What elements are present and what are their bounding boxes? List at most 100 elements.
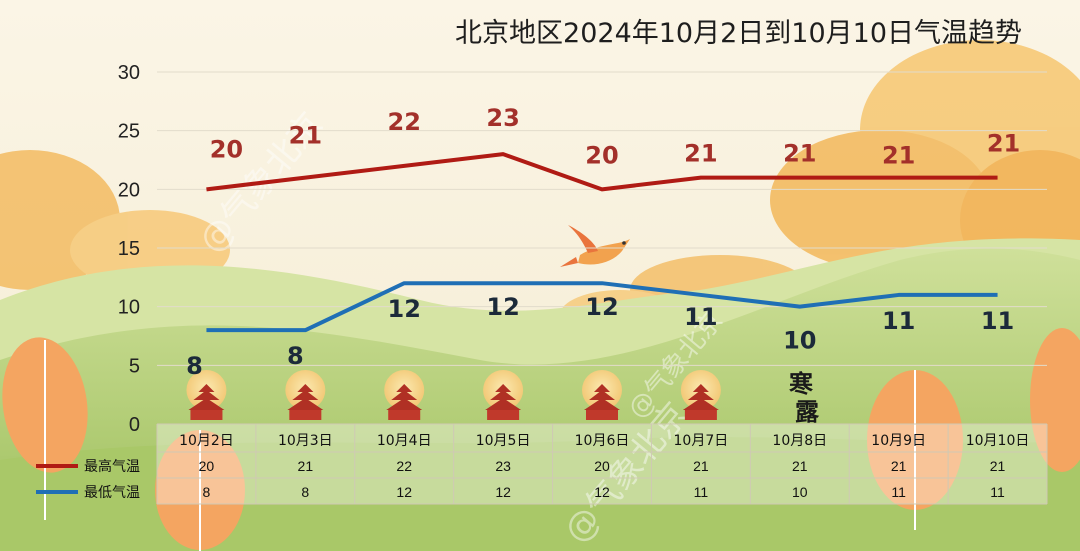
low-temp-label: 11 <box>882 307 915 335</box>
high-temp-label: 21 <box>684 140 717 168</box>
temple-roof-2 <box>193 390 220 400</box>
category-label: 10月8日 <box>772 433 827 449</box>
legend-label-high: 最高气温 <box>84 458 140 475</box>
high-temp-cell: 21 <box>990 458 1006 474</box>
low-temp-label: 12 <box>388 295 421 323</box>
category-label: 10月6日 <box>575 433 630 449</box>
low-temp-cell: 8 <box>203 484 211 500</box>
y-tick-label: 5 <box>129 355 140 377</box>
temple-roof-3 <box>692 384 709 392</box>
solar-term-char-1: 寒 <box>789 369 813 398</box>
high-temp-cell: 23 <box>495 458 511 474</box>
temple-roof-2 <box>589 390 615 400</box>
temple-roof-3 <box>495 384 512 392</box>
chart-title: 北京地区2024年10月2日到10月10日气温趋势 <box>455 18 1022 49</box>
low-temp-label: 11 <box>981 307 1014 335</box>
category-label: 10月5日 <box>476 433 531 449</box>
temple-roof-1 <box>682 398 719 410</box>
tree-cluster-right <box>770 40 1080 290</box>
high-temp-cell: 21 <box>891 458 907 474</box>
temple-roof-3 <box>396 384 413 392</box>
temple-roof-3 <box>297 384 314 392</box>
high-temp-cell: 20 <box>199 458 215 474</box>
high-temp-cell: 22 <box>396 458 412 474</box>
low-temp-cell: 8 <box>301 484 309 500</box>
temple-roof-1 <box>287 398 324 410</box>
temple-roof-3 <box>198 384 215 392</box>
high-temp-label: 23 <box>486 104 519 132</box>
temple-base <box>289 410 322 420</box>
high-temp-label: 21 <box>783 140 816 168</box>
low-temp-cell: 11 <box>694 484 709 500</box>
high-temp-label: 20 <box>210 135 243 163</box>
leaf-right <box>867 328 1080 530</box>
series-line-high <box>206 152 998 192</box>
y-tick-label: 25 <box>118 121 140 143</box>
high-temp-label: 22 <box>388 108 421 136</box>
y-tick-label: 15 <box>118 238 140 260</box>
temple-base <box>487 410 520 420</box>
high-temp-cell: 21 <box>792 458 808 474</box>
temple-of-heaven-icon <box>285 370 326 420</box>
temple-roof-1 <box>485 398 522 410</box>
category-label: 10月7日 <box>674 433 729 449</box>
temple-roof-2 <box>292 390 319 400</box>
low-temp-cell: 10 <box>792 484 808 500</box>
low-temp-label: 11 <box>684 303 717 331</box>
temple-roof-1 <box>584 398 620 410</box>
low-temp-label: 12 <box>585 293 618 321</box>
temple-roof-1 <box>188 398 225 410</box>
temple-base <box>388 410 421 420</box>
category-label: 10月9日 <box>871 433 926 449</box>
series-line-low <box>206 281 998 333</box>
low-temp-label: 8 <box>287 342 304 370</box>
high-temp-label: 20 <box>585 141 618 169</box>
meadow <box>0 437 1080 551</box>
high-temp-label: 21 <box>289 122 322 150</box>
low-temp-label: 10 <box>783 327 816 355</box>
temple-roof-2 <box>687 390 714 400</box>
legend-label-low: 最低气温 <box>84 485 140 501</box>
bird-icon <box>560 225 630 267</box>
low-temp-cell: 12 <box>396 484 412 500</box>
y-tick-label: 30 <box>118 62 140 84</box>
high-temp-label: 21 <box>882 142 915 170</box>
category-label: 10月10日 <box>966 433 1030 449</box>
category-label: 10月4日 <box>377 433 432 449</box>
day-icons <box>186 370 721 420</box>
temple-of-heaven-icon <box>680 370 721 420</box>
y-axis-ticks: 0 5 10 15 20 25 30 <box>118 62 140 436</box>
high-temp-label: 21 <box>987 130 1020 158</box>
leaf-bottom-left <box>155 430 245 551</box>
series-layer <box>206 152 998 333</box>
low-temp-cell: 11 <box>891 484 906 500</box>
low-temp-cell: 11 <box>990 484 1005 500</box>
table-background <box>157 424 1047 504</box>
temple-of-heaven-icon <box>384 370 425 420</box>
data-labels: 20 21 22 23 20 21 21 21 21 8 8 12 12 12 11 10 11 11 <box>186 104 1020 380</box>
y-tick-label: 10 <box>118 297 140 319</box>
temple-base <box>684 410 717 420</box>
low-temp-cell: 12 <box>495 484 511 500</box>
temple-of-heaven-icon <box>186 370 227 420</box>
temple-roof-3 <box>594 384 610 392</box>
temple-base <box>190 410 223 420</box>
temple-of-heaven-icon <box>582 370 622 420</box>
y-tick-label: 20 <box>118 179 140 201</box>
temple-roof-1 <box>386 398 423 410</box>
low-temp-cell: 12 <box>594 484 610 500</box>
temple-of-heaven-icon <box>483 370 524 420</box>
temple-base <box>586 410 618 420</box>
low-temp-label: 8 <box>186 352 203 380</box>
temple-roof-2 <box>490 390 517 400</box>
grid-lines <box>157 71 1047 425</box>
low-temp-label: 12 <box>486 293 519 321</box>
high-temp-cell: 20 <box>594 458 610 474</box>
high-temp-cell: 21 <box>298 458 314 474</box>
high-temp-cell: 21 <box>693 458 709 474</box>
data-table: 10月2日 10月3日 10月4日 10月5日 10月6日 10月7日 10月8日 10月9日… <box>36 423 1048 505</box>
temple-roof-2 <box>391 390 418 400</box>
